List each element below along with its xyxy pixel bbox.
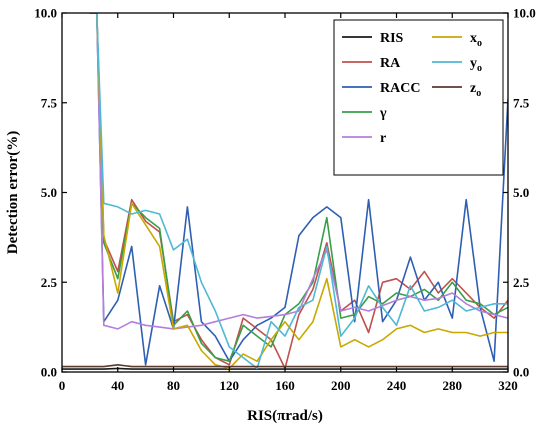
- x-tick-label: 0: [59, 378, 66, 393]
- legend-label: zo: [470, 81, 481, 99]
- x-tick-label: 160: [275, 378, 295, 393]
- series-line-2: [89, 13, 508, 366]
- x-tick-label: 280: [443, 378, 463, 393]
- legend-label: xo: [470, 31, 482, 49]
- legend-label: RACC: [380, 81, 420, 96]
- y-tick-label: 10.0: [34, 6, 57, 21]
- legend-label: yo: [470, 56, 482, 74]
- series-line-4: [89, 13, 508, 330]
- legend-label: RIS: [380, 31, 404, 46]
- legend-label: RA: [380, 56, 401, 71]
- right-y-tick-label: 5.0: [513, 185, 529, 200]
- right-y-tick-label: 7.5: [513, 95, 530, 110]
- right-y-tick-label: 10.0: [513, 6, 536, 21]
- series-line-7: [62, 364, 508, 368]
- legend-label: γ: [379, 106, 387, 121]
- x-axis-title: RIS(πrad/s): [247, 408, 323, 424]
- legend: RIS RA RACC γr xo yo zo: [333, 19, 504, 176]
- axis-ticks: 0 40 80 120 160 200 240 280 3200.02.55.07.510.00…: [34, 6, 536, 394]
- series-line-0: [62, 367, 508, 370]
- legend-label: r: [380, 131, 386, 146]
- series-line-6: [89, 13, 508, 370]
- legend-box: [333, 19, 504, 176]
- y-axis-title: Detection error(%): [5, 131, 21, 254]
- x-tick-label: 320: [498, 378, 518, 393]
- x-tick-label: 80: [167, 378, 180, 393]
- right-y-tick-label: 0.0: [513, 365, 529, 380]
- series-line-1: [89, 13, 508, 370]
- plot-lines: [62, 13, 508, 370]
- y-tick-label: 7.5: [41, 95, 58, 110]
- series-line-5: [89, 13, 508, 370]
- x-tick-label: 240: [387, 378, 407, 393]
- y-tick-label: 0.0: [41, 365, 57, 380]
- y-tick-label: 5.0: [41, 185, 57, 200]
- y-tick-label: 2.5: [41, 275, 58, 290]
- x-tick-label: 120: [220, 378, 240, 393]
- right-y-tick-label: 2.5: [513, 275, 530, 290]
- x-tick-label: 40: [111, 378, 124, 393]
- x-tick-label: 200: [331, 378, 351, 393]
